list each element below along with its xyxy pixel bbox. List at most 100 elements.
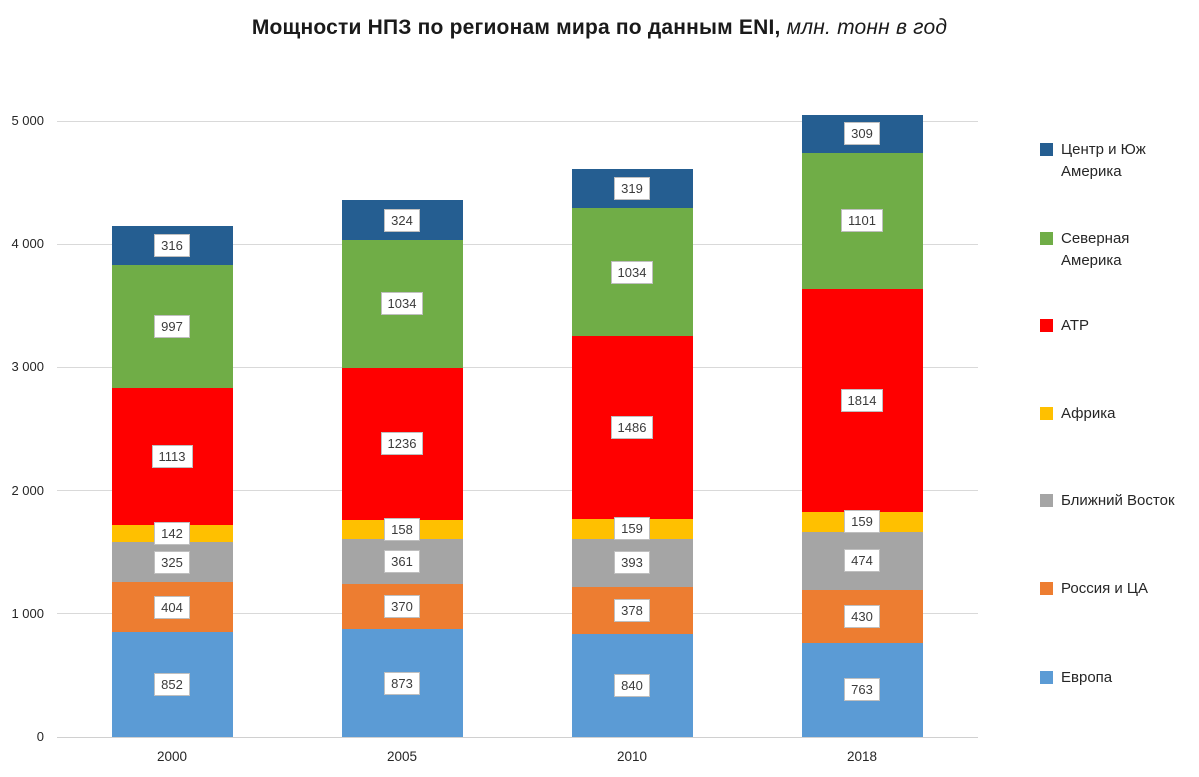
bar-segment: 159	[571, 517, 693, 541]
gridline	[57, 490, 978, 492]
data-label: 404	[154, 595, 190, 619]
legend-label: Ближний Восток	[1061, 490, 1175, 512]
legend-label: Африка	[1061, 403, 1115, 425]
legend-color-swatch	[1040, 671, 1053, 684]
bar-segment: 404	[111, 582, 233, 633]
y-tick-label: 3 000	[11, 359, 44, 375]
bar-segment: 393	[571, 538, 693, 587]
data-label: 319	[614, 177, 650, 201]
data-label: 763	[844, 678, 880, 702]
legend-color-swatch	[1040, 319, 1053, 332]
x-axis-line	[57, 736, 978, 738]
legend-item: Африка	[1040, 403, 1115, 425]
data-label: 309	[844, 122, 880, 146]
bar-segment: 159	[801, 510, 923, 534]
legend-label: АТР	[1061, 315, 1089, 337]
data-label: 1814	[840, 388, 884, 412]
data-label: 142	[154, 521, 190, 545]
data-label: 873	[384, 671, 420, 695]
gridline	[57, 366, 978, 368]
bar-segment: 324	[341, 200, 463, 241]
bar-segment: 325	[111, 542, 233, 583]
x-tick-label: 2000	[156, 749, 188, 764]
bar-segment: 840	[571, 633, 693, 737]
y-tick-label: 1 000	[11, 605, 44, 621]
data-label: 324	[384, 208, 420, 232]
legend-color-swatch	[1040, 407, 1053, 420]
data-label: 361	[384, 550, 420, 574]
legend-color-swatch	[1040, 232, 1053, 245]
x-tick-label: 2010	[616, 749, 648, 764]
data-label: 159	[614, 517, 650, 541]
data-label: 997	[154, 314, 190, 338]
bar-segment: 1113	[111, 387, 233, 525]
legend-label: Россия и ЦА	[1061, 578, 1148, 600]
legend-color-swatch	[1040, 582, 1053, 595]
y-tick-label: 0	[36, 729, 44, 744]
bar-segment: 361	[341, 539, 463, 584]
data-label: 393	[614, 551, 650, 575]
bar-segment: 873	[341, 629, 463, 737]
data-label: 159	[844, 510, 880, 534]
bar-segment: 1236	[341, 367, 463, 520]
bar-segment: 763	[801, 642, 923, 737]
legend-label-line: Центр и Юж	[1061, 141, 1146, 158]
y-tick-label: 5 000	[11, 113, 44, 128]
data-label: 325	[154, 550, 190, 574]
legend-label-line: АТР	[1061, 317, 1090, 334]
data-label: 378	[614, 598, 650, 622]
bar-segment: 1814	[801, 288, 923, 513]
data-label: 1034	[610, 260, 654, 284]
legend-label-line: Северная	[1061, 230, 1130, 247]
data-label: 1236	[380, 432, 424, 456]
gridline	[57, 613, 978, 615]
data-label: 370	[384, 595, 420, 619]
legend-item: Ближний Восток	[1040, 490, 1175, 512]
chart-title-main: Мощности НПЗ по регионам мира по данным …	[251, 16, 781, 39]
bar-segment: 1486	[571, 335, 693, 519]
legend-label-line: Россия и ЦА	[1061, 580, 1149, 597]
bar-segment: 142	[111, 521, 233, 545]
bar-segment: 1034	[341, 240, 463, 368]
bar-segment: 474	[801, 531, 923, 591]
bar-segment: 378	[571, 586, 693, 634]
data-label: 474	[844, 549, 880, 573]
legend-item: АТР	[1040, 315, 1089, 337]
bar-segment: 319	[571, 169, 693, 209]
data-label: 840	[614, 673, 650, 697]
y-tick-label: 4 000	[11, 236, 44, 252]
bar-segment: 309	[801, 114, 923, 153]
data-label: 1101	[841, 209, 883, 233]
legend-item: Центр и Юж Америка	[1040, 139, 1146, 183]
legend-label-line: Африка	[1061, 405, 1116, 422]
legend-item: Европа	[1040, 667, 1112, 689]
legend-item: Россия и ЦА	[1040, 578, 1148, 600]
bar-segment: 158	[341, 518, 463, 542]
x-tick-label: 2005	[386, 749, 418, 764]
chart-title-units: млн. тонн в год	[780, 16, 948, 39]
gridline	[57, 243, 978, 245]
legend-label: Центр и Юж Америка	[1061, 139, 1146, 183]
legend-label-line: Америка	[1061, 163, 1122, 180]
data-label: 1034	[380, 292, 424, 316]
data-label: 1113	[151, 444, 193, 468]
chart-title: Мощности НПЗ по регионам мира по данным …	[0, 16, 1199, 40]
bar-segment: 1101	[801, 152, 923, 289]
data-label: 158	[384, 518, 420, 542]
gridline	[57, 120, 978, 122]
bar-segment: 997	[111, 264, 233, 388]
data-label: 316	[154, 233, 190, 257]
legend-item: Северная Америка	[1040, 228, 1129, 272]
y-tick-label: 2 000	[11, 482, 44, 498]
legend-label: Европа	[1061, 667, 1112, 689]
legend-label-line: Европа	[1061, 669, 1113, 686]
bar-segment: 1034	[571, 208, 693, 336]
legend-label-line: Америка	[1061, 252, 1122, 269]
legend-label-line: Ближний Восток	[1061, 492, 1175, 509]
bar-segment: 370	[341, 583, 463, 630]
x-tick-label: 2018	[846, 749, 878, 764]
bar-segment: 430	[801, 590, 923, 643]
bar-segment: 316	[111, 225, 233, 265]
legend-label: Северная Америка	[1061, 228, 1129, 272]
